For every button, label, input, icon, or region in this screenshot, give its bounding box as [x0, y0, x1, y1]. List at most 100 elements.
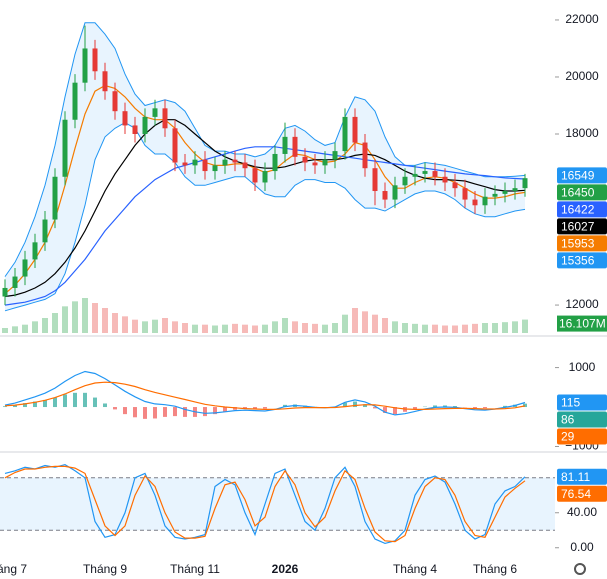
histogram-bar	[453, 406, 457, 408]
candle-body	[292, 136, 298, 157]
price-label-bg	[557, 184, 607, 201]
candle-body	[82, 48, 88, 83]
settings-icon[interactable]	[574, 563, 586, 575]
candle-body	[192, 159, 198, 166]
histogram-bar	[143, 407, 147, 419]
candle-body	[232, 159, 238, 163]
candle-body	[42, 219, 48, 243]
price-label-bg	[557, 428, 607, 445]
candle-body	[62, 119, 68, 177]
gear[interactable]	[574, 563, 586, 575]
volume-bar	[282, 318, 288, 333]
y-tick-label: 12000	[565, 297, 599, 311]
volume-bar	[442, 325, 448, 333]
candle-body	[2, 287, 8, 297]
volume-bar	[262, 324, 268, 333]
volume-bar	[2, 328, 8, 333]
volume-bar	[492, 323, 498, 333]
volume-bar	[382, 318, 388, 333]
price-label-bg	[557, 411, 607, 428]
y-tick-label: 0.00	[570, 540, 594, 554]
volume-bar	[522, 319, 528, 333]
histogram-bar	[433, 405, 437, 408]
price-label: 16450	[561, 186, 595, 200]
histogram-bar	[203, 407, 207, 417]
x-tick-label: Tháng 9	[83, 562, 127, 576]
candle-body	[132, 125, 138, 134]
candle-body	[522, 178, 528, 189]
candle-body	[392, 185, 398, 200]
candle-body	[182, 162, 188, 166]
candle-body	[72, 82, 78, 120]
histogram-bar	[103, 403, 107, 408]
histogram-bar	[173, 407, 177, 417]
volume-bar	[362, 311, 368, 333]
price-label-bg	[557, 218, 607, 235]
price-label: 16027	[561, 220, 595, 234]
volume-bar	[42, 318, 48, 333]
candle-body	[32, 242, 38, 260]
histogram-bar	[153, 407, 157, 419]
price-label: 81.11	[561, 470, 590, 484]
histogram-bar	[523, 403, 527, 408]
histogram-bar	[53, 397, 57, 408]
x-tick-label: Tháng 6	[473, 562, 517, 576]
histogram-bar	[393, 407, 397, 415]
histogram-bar	[133, 407, 137, 418]
histogram-bar	[503, 405, 507, 408]
volume-bar	[412, 323, 418, 333]
candle-body	[202, 159, 208, 172]
volume-bar	[152, 319, 158, 333]
candle-body	[152, 108, 158, 117]
candle-body	[402, 176, 408, 186]
volume-bar	[432, 324, 438, 333]
histogram-bar	[363, 404, 367, 408]
histogram-bar	[383, 407, 387, 413]
volume-bar	[482, 323, 488, 333]
volume-bar	[512, 321, 518, 333]
price-label: 16422	[561, 203, 595, 217]
volume-bar	[162, 318, 168, 333]
histogram-bar	[213, 407, 217, 415]
x-tick-label: Tháng 7	[0, 562, 27, 576]
candle-body	[362, 142, 368, 169]
volume-bar	[452, 325, 458, 333]
candle-body	[492, 193, 498, 197]
histogram-bar	[473, 407, 477, 409]
volume-bar	[342, 314, 348, 333]
histogram-bar	[413, 407, 417, 410]
histogram-bar	[3, 406, 7, 408]
histogram-bar	[33, 401, 37, 408]
price-label: 16549	[561, 169, 595, 183]
price-label-bg	[557, 235, 607, 252]
candle-body	[252, 168, 258, 183]
volume-bar	[232, 323, 238, 333]
volume-bar	[202, 324, 208, 333]
price-label-bg	[557, 468, 607, 485]
candle-body	[162, 108, 168, 129]
y-tick-label: 1000	[569, 360, 596, 374]
y-tick-label: 22000	[565, 12, 599, 26]
volume-bar	[12, 326, 18, 333]
price-label: 15953	[561, 237, 595, 251]
histogram-bar	[253, 407, 257, 409]
candle-body	[442, 176, 448, 183]
volume-bar	[82, 298, 88, 333]
histogram-bar	[183, 407, 187, 417]
y-tick-label: 18000	[565, 126, 599, 140]
histogram-bar	[223, 407, 227, 412]
x-tick-label: 2026	[272, 562, 299, 576]
volume-bar	[422, 324, 428, 333]
histogram-bar	[43, 399, 47, 408]
volume-bar	[182, 323, 188, 333]
volume-bar	[332, 323, 338, 333]
candle-body	[432, 171, 438, 177]
candle-body	[122, 111, 128, 126]
candle-body	[22, 259, 28, 277]
volume-bar	[242, 324, 248, 333]
histogram-bar	[73, 392, 77, 408]
volume-label-bg	[557, 315, 607, 332]
price-label: 86	[561, 413, 575, 427]
volume-bar	[272, 321, 278, 333]
